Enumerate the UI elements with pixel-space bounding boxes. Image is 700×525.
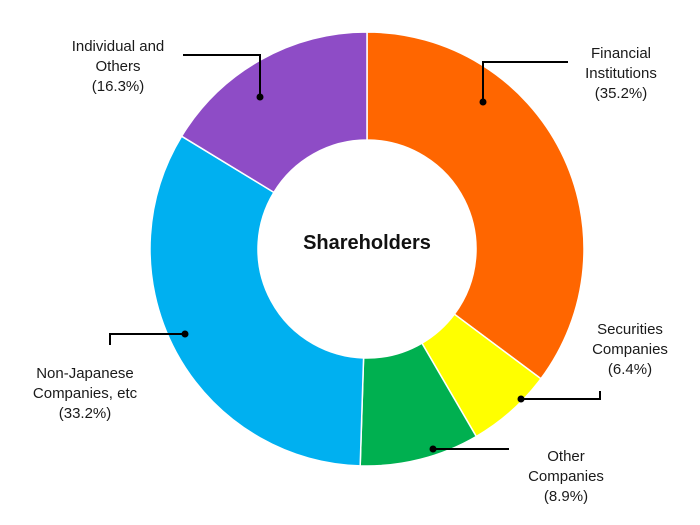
label-line: Companies — [528, 468, 604, 485]
label-line: Financial — [590, 45, 652, 62]
label-other-companies: Other Companies (8.9%) — [511, 447, 621, 507]
leader-dot-non-japanese — [181, 330, 189, 338]
slice-individual-and-others — [180, 31, 368, 194]
label-individual-and-others: Individual and Others (16.3%) — [58, 37, 178, 97]
label-line: Others — [95, 58, 141, 75]
label-line: Individual and — [71, 38, 165, 55]
label-value: (8.9%) — [543, 488, 589, 505]
leader-non-japanese — [109, 333, 185, 345]
label-value: (33.2%) — [58, 405, 112, 422]
label-non-japanese-companies: Non-Japanese Companies, etc (33.2%) — [20, 364, 150, 424]
leader-dot-securities-companies — [517, 395, 525, 403]
chart-center-title: Shareholders — [303, 232, 431, 254]
label-line: Other — [547, 448, 585, 465]
leader-securities-companies — [521, 391, 601, 400]
leader-individual — [183, 54, 261, 97]
label-value: (6.4%) — [607, 361, 653, 378]
label-value: (16.3%) — [91, 78, 145, 95]
slice-financial-institutions — [366, 31, 585, 380]
leader-financial-institutions — [482, 61, 568, 102]
slice-non-japanese-companies-etc — [149, 135, 365, 467]
label-line: Non-Japanese — [36, 365, 134, 382]
label-line: Securities — [597, 321, 663, 338]
label-line: Institutions — [585, 65, 657, 82]
leader-dot-financial-institutions — [479, 98, 487, 106]
label-financial-institutions: Financial Institutions (35.2%) — [566, 44, 676, 104]
leader-dot-other-companies — [429, 445, 437, 453]
donut-slices — [149, 31, 585, 467]
leader-lines — [109, 54, 601, 453]
label-line: Companies — [592, 341, 668, 358]
label-securities-companies: Securities Companies (6.4%) — [575, 320, 685, 380]
leader-dot-individual — [256, 93, 264, 101]
label-line: Companies, etc — [32, 385, 138, 402]
label-value: (35.2%) — [594, 85, 648, 102]
